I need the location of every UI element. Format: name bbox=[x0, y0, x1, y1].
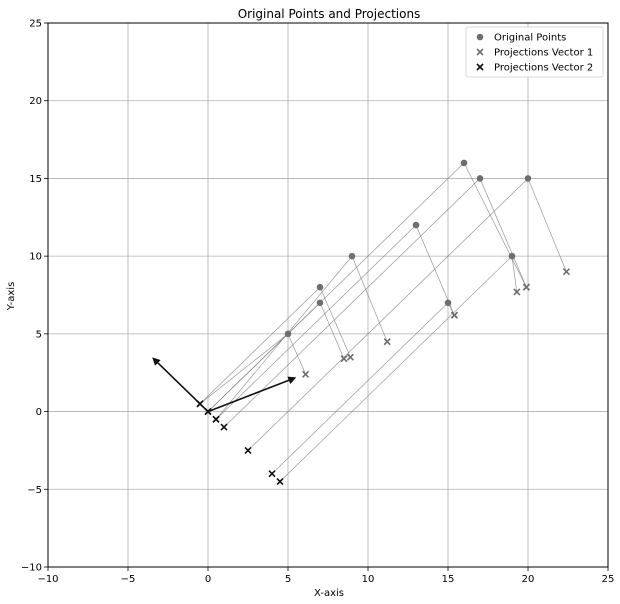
legend-marker bbox=[476, 48, 484, 56]
legend-label: Projections Vector 2 bbox=[494, 63, 593, 74]
y-tick-label: 20 bbox=[29, 96, 42, 107]
projection-v1-point bbox=[522, 283, 530, 291]
projection-line bbox=[479, 178, 527, 288]
original-point bbox=[316, 299, 324, 307]
x-tick-label: 5 bbox=[285, 574, 291, 585]
x-tick-label: 10 bbox=[362, 574, 375, 585]
projection-line bbox=[287, 333, 306, 375]
projection-v1-point bbox=[383, 338, 391, 346]
projection-v1-point bbox=[346, 353, 354, 361]
projection-line bbox=[527, 178, 567, 272]
projection-line bbox=[215, 224, 417, 420]
original-point bbox=[460, 159, 468, 167]
data-markers bbox=[196, 159, 570, 486]
legend-label: Projections Vector 1 bbox=[494, 48, 593, 59]
chart-title: Original Points and Projections bbox=[238, 7, 421, 21]
projection-line bbox=[351, 256, 388, 342]
original-point bbox=[348, 252, 356, 260]
projection-line bbox=[463, 162, 527, 288]
y-tick-label: 5 bbox=[36, 329, 42, 340]
x-tick-label: 0 bbox=[205, 574, 211, 585]
x-tick-label: 15 bbox=[442, 574, 455, 585]
projection-v2-point bbox=[244, 446, 252, 454]
legend-marker bbox=[476, 33, 484, 41]
y-tick-label: −10 bbox=[21, 563, 42, 574]
projection-v2-point bbox=[220, 423, 228, 431]
y-tick-label: −5 bbox=[27, 485, 42, 496]
projection-v2-point bbox=[268, 470, 276, 478]
projection-line bbox=[319, 302, 345, 359]
projection-v2-point bbox=[276, 477, 284, 486]
projection-line bbox=[199, 286, 321, 405]
projection-connectors bbox=[199, 162, 567, 482]
x-tick-label: −5 bbox=[121, 574, 136, 585]
projection-line bbox=[271, 302, 449, 474]
projection-v2-point bbox=[196, 400, 204, 408]
projection-v1-point bbox=[513, 288, 521, 296]
original-point bbox=[412, 221, 420, 229]
y-tick-label: 15 bbox=[29, 174, 42, 185]
original-point bbox=[316, 283, 324, 291]
projection-line bbox=[247, 178, 529, 451]
projection-v1-point bbox=[562, 268, 570, 276]
plot-frame bbox=[47, 22, 609, 568]
vector-arrow bbox=[207, 376, 297, 413]
y-tick-label: 0 bbox=[36, 407, 42, 418]
x-tick-label: −10 bbox=[37, 574, 58, 585]
legend-marker bbox=[476, 63, 484, 71]
projection-line bbox=[319, 287, 351, 358]
legend-box bbox=[465, 26, 604, 78]
projection-line bbox=[207, 162, 465, 412]
axis-ticks: −10 −5 0 5 10 15 20 25 −10 −5 0 5 10 15 20 25 bbox=[21, 19, 614, 586]
projection-line bbox=[199, 333, 289, 405]
projection-v1-point bbox=[340, 355, 348, 363]
original-point bbox=[476, 175, 484, 182]
y-axis-title: Y-axis bbox=[6, 282, 17, 312]
y-tick-label: 10 bbox=[29, 252, 42, 263]
projection-v2-point bbox=[212, 415, 220, 423]
x-tick-label: 25 bbox=[602, 574, 615, 585]
original-point bbox=[524, 175, 532, 182]
original-point bbox=[508, 252, 516, 260]
original-point bbox=[284, 330, 292, 338]
projection-line bbox=[279, 255, 513, 482]
projection-v1-point bbox=[302, 370, 310, 378]
x-axis-title: X-axis bbox=[314, 588, 344, 599]
projection-line bbox=[511, 256, 518, 292]
projection-v1-point bbox=[450, 311, 458, 319]
x-tick-label: 20 bbox=[522, 574, 535, 585]
legend-label: Original Points bbox=[494, 33, 566, 44]
projection-line bbox=[223, 178, 481, 428]
y-tick-label: 25 bbox=[29, 19, 42, 30]
original-point bbox=[444, 299, 452, 307]
projection-v2-point bbox=[204, 408, 212, 416]
legend: Original Points Projections Vector 1 Proje… bbox=[465, 26, 604, 78]
